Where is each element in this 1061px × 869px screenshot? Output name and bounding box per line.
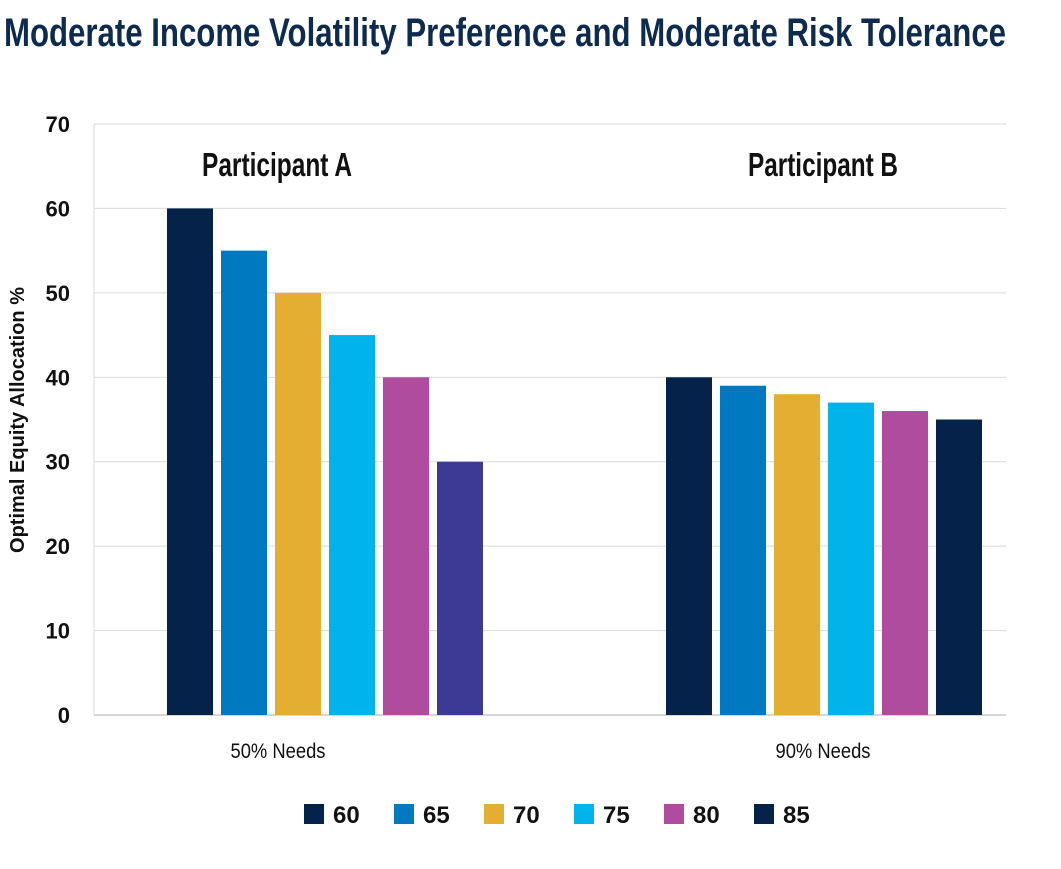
group-labels: Participant A Participant B (202, 146, 898, 183)
bar-50-needs-age-70 (275, 292, 321, 715)
legend-item-85: 85 (754, 802, 810, 829)
x-category-label: 50% Needs (231, 740, 326, 763)
bars (167, 208, 982, 715)
bar-50-needs-age-60 (167, 208, 213, 715)
legend-label: 65 (423, 802, 450, 829)
legend-label: 60 (333, 802, 360, 829)
bar-90-needs-age-70 (774, 394, 820, 715)
bar-90-needs-age-85 (936, 419, 982, 715)
y-tick-label: 20 (46, 534, 70, 559)
y-tick-label: 10 (46, 619, 70, 644)
bar-90-needs-age-65 (720, 385, 766, 715)
y-axis-label: Optimal Equity Allocation % (7, 287, 29, 553)
legend-swatch (304, 804, 324, 824)
y-tick-label: 0 (58, 703, 70, 728)
bar-50-needs-age-85 (437, 461, 483, 715)
legend: 60 65 70 75 80 85 (304, 802, 810, 829)
bar-90-needs-age-80 (882, 411, 928, 715)
bar-50-needs-age-75 (329, 335, 375, 715)
x-axis-categories: 50% Needs 90% Needs (231, 740, 871, 763)
chart-title: Moderate Income Volatility Preference an… (4, 11, 1006, 55)
legend-item-60: 60 (304, 802, 360, 829)
legend-item-80: 80 (664, 802, 720, 829)
bar-90-needs-age-75 (828, 402, 874, 715)
bar-50-needs-age-65 (221, 250, 267, 715)
legend-label: 80 (693, 802, 720, 829)
legend-label: 70 (513, 802, 540, 829)
bar-50-needs-age-80 (383, 377, 429, 715)
x-category-label: 90% Needs (776, 740, 871, 763)
legend-label: 85 (783, 802, 810, 829)
legend-swatch (394, 804, 414, 824)
legend-swatch (664, 804, 684, 824)
y-tick-label: 50 (46, 281, 70, 306)
group-label: Participant B (748, 146, 898, 183)
y-tick-label: 60 (46, 196, 70, 221)
legend-swatch (754, 804, 774, 824)
legend-label: 75 (603, 802, 630, 829)
legend-item-70: 70 (484, 802, 540, 829)
bar-90-needs-age-60 (666, 377, 712, 715)
y-tick-label: 40 (46, 365, 70, 390)
legend-item-65: 65 (394, 802, 450, 829)
y-axis-ticks: 0 10 20 30 40 50 60 70 (46, 112, 70, 728)
legend-item-75: 75 (574, 802, 630, 829)
y-tick-label: 30 (46, 450, 70, 475)
legend-swatch (484, 804, 504, 824)
y-tick-label: 70 (46, 112, 70, 137)
group-label: Participant A (202, 146, 352, 183)
legend-swatch (574, 804, 594, 824)
